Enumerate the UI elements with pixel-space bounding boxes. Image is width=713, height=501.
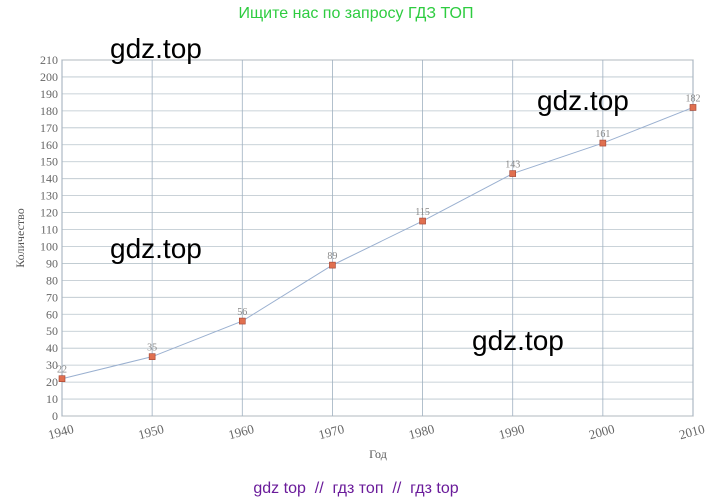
y-tick-label: 180 bbox=[40, 104, 58, 118]
data-label: 56 bbox=[237, 307, 247, 318]
y-tick-label: 60 bbox=[46, 307, 58, 321]
watermark: gdz.top bbox=[110, 33, 202, 64]
data-label: 161 bbox=[595, 129, 610, 140]
data-label: 115 bbox=[415, 207, 430, 218]
y-tick-label: 170 bbox=[40, 121, 58, 135]
y-tick-label: 90 bbox=[46, 256, 58, 270]
y-tick-label: 110 bbox=[40, 223, 58, 237]
point bbox=[148, 353, 156, 360]
y-tick-label: 100 bbox=[40, 239, 58, 253]
series-line bbox=[61, 107, 694, 380]
y-tick-label: 160 bbox=[40, 138, 58, 152]
point bbox=[599, 139, 607, 147]
header: Ищите нас по запросу ГДЗ ТОП bbox=[239, 5, 474, 22]
point bbox=[329, 261, 336, 269]
x-tick-label: 2010 bbox=[677, 421, 706, 442]
point bbox=[238, 317, 246, 325]
x-tick-label: 1940 bbox=[46, 421, 75, 442]
data-label: 182 bbox=[686, 93, 701, 104]
y-tick-label: 200 bbox=[40, 70, 58, 84]
x-tick-label: 1950 bbox=[136, 421, 165, 442]
y-tick-label: 140 bbox=[40, 172, 58, 186]
point bbox=[689, 104, 697, 111]
y-tick-label: 120 bbox=[40, 206, 58, 220]
data-label: 35 bbox=[147, 343, 157, 354]
footer: gdz top // гдз топ // гдз top bbox=[253, 480, 458, 497]
y-tick-label: 70 bbox=[46, 290, 58, 304]
point bbox=[509, 170, 517, 177]
x-tick-label: 2000 bbox=[587, 421, 616, 442]
point bbox=[419, 217, 426, 225]
x-tick-label: 1990 bbox=[497, 421, 526, 442]
data-label: 22 bbox=[57, 365, 67, 376]
y-tick-label: 20 bbox=[46, 375, 58, 389]
y-tick-label: 50 bbox=[46, 324, 58, 338]
y-tick-label: 130 bbox=[40, 189, 58, 203]
y-tick-label: 190 bbox=[40, 87, 58, 101]
x-tick-label: 1960 bbox=[227, 421, 256, 442]
y-tick-label: 150 bbox=[40, 155, 58, 169]
point bbox=[58, 375, 66, 383]
y-tick-label: 210 bbox=[40, 53, 58, 67]
y-tick-label: 80 bbox=[46, 273, 58, 287]
y-tick-label: 0 bbox=[52, 409, 58, 423]
data-label: 89 bbox=[327, 251, 337, 262]
watermark: gdz.top bbox=[110, 233, 202, 264]
y-axis-title: Количество bbox=[13, 208, 27, 267]
y-tick-label: 40 bbox=[46, 341, 58, 355]
x-tick-label: 1980 bbox=[407, 421, 436, 442]
x-axis-title: Год bbox=[369, 447, 387, 461]
watermark: gdz.top bbox=[537, 85, 629, 116]
x-tick-label: 1970 bbox=[317, 421, 346, 442]
y-tick-label: 30 bbox=[46, 358, 58, 372]
data-label: 143 bbox=[505, 160, 520, 171]
watermark: gdz.top bbox=[472, 325, 564, 356]
y-tick-label: 10 bbox=[46, 392, 58, 406]
